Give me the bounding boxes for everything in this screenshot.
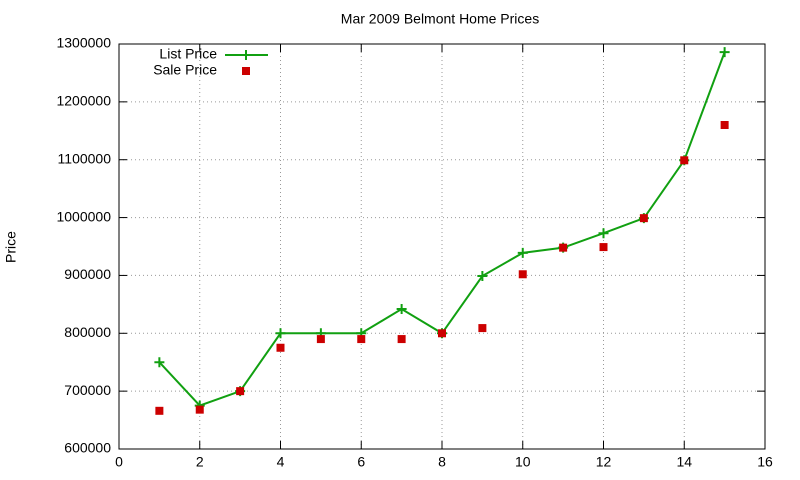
point bbox=[478, 324, 487, 333]
point bbox=[680, 156, 689, 165]
y-tick-label: 900000 bbox=[64, 266, 111, 282]
point bbox=[236, 387, 245, 396]
x-tick-label: 0 bbox=[115, 454, 123, 470]
x-tick-label: 4 bbox=[277, 454, 285, 470]
point bbox=[719, 47, 730, 58]
y-tick-label: 1200000 bbox=[56, 93, 111, 109]
legend-label: List Price bbox=[159, 46, 217, 62]
y-tick-label: 700000 bbox=[64, 382, 111, 398]
y-tick-label: 600000 bbox=[64, 440, 111, 456]
point bbox=[518, 270, 527, 279]
point bbox=[316, 335, 325, 344]
point bbox=[598, 228, 609, 239]
point bbox=[276, 343, 285, 352]
x-tick-label: 10 bbox=[515, 454, 531, 470]
x-tick-label: 8 bbox=[438, 454, 446, 470]
y-tick-label: 1300000 bbox=[56, 35, 111, 51]
x-tick-label: 14 bbox=[676, 454, 692, 470]
point bbox=[639, 214, 648, 223]
x-tick-label: 12 bbox=[596, 454, 612, 470]
point bbox=[155, 406, 164, 415]
point bbox=[599, 243, 608, 252]
legend-label: Sale Price bbox=[153, 62, 217, 78]
y-axis-label: Price bbox=[3, 231, 19, 263]
plot-frame bbox=[118, 43, 766, 450]
x-tick-label: 6 bbox=[357, 454, 365, 470]
legend-marker bbox=[241, 50, 251, 60]
point bbox=[396, 303, 407, 314]
point bbox=[195, 405, 204, 414]
y-tick-label: 1000000 bbox=[56, 208, 111, 224]
point bbox=[357, 335, 366, 344]
legend-marker bbox=[242, 67, 250, 75]
point bbox=[154, 357, 165, 368]
point bbox=[477, 271, 488, 282]
point bbox=[275, 328, 286, 339]
point bbox=[517, 247, 528, 258]
y-tick-label: 1100000 bbox=[58, 150, 112, 166]
point bbox=[438, 329, 446, 338]
x-tick-label: 16 bbox=[757, 454, 773, 470]
chart-title: Mar 2009 Belmont Home Prices bbox=[341, 11, 539, 27]
point bbox=[559, 243, 568, 252]
y-tick-label: 800000 bbox=[64, 324, 111, 340]
point bbox=[720, 121, 729, 129]
x-tick-label: 2 bbox=[196, 454, 204, 470]
point bbox=[397, 335, 406, 344]
